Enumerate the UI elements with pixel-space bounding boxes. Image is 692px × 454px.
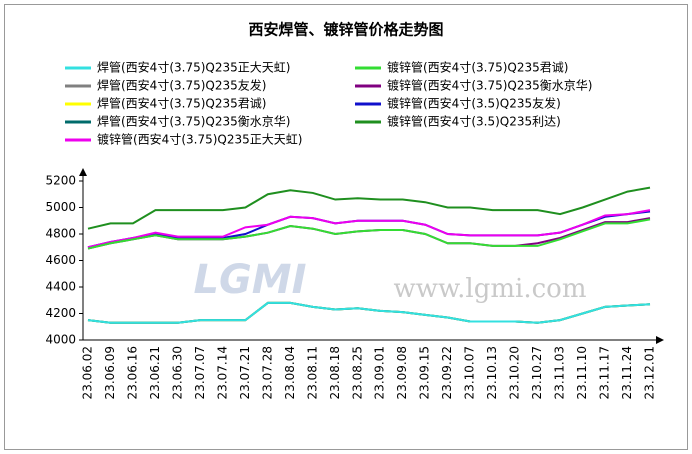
x-tick-label: 23.07.14 [215, 346, 229, 399]
x-tick-label: 23.10.20 [508, 346, 522, 399]
x-axis-arrow [656, 336, 664, 344]
x-tick-label: 23.08.25 [350, 346, 364, 399]
watermark: www.lgmi.com [393, 274, 586, 304]
y-tick-label: 5000 [45, 200, 76, 214]
x-tick-label: 23.11.03 [553, 346, 567, 399]
chart-title: 西安焊管、镀锌管价格走势图 [248, 21, 443, 39]
x-tick-label: 23.06.02 [81, 346, 95, 399]
logo: LGMI [193, 257, 306, 303]
legend-label: 镀锌管(西安4寸(3.75)Q235君诚) [387, 60, 568, 75]
series-line [87, 209, 651, 249]
y-tick-label: 4400 [45, 280, 76, 294]
series-line [87, 186, 651, 230]
x-tick-label: 23.06.09 [103, 346, 117, 399]
x-tick-label: 23.06.21 [148, 346, 162, 399]
x-tick-label: 23.07.07 [193, 346, 207, 399]
x-tick-label: 23.08.11 [305, 346, 319, 399]
x-tick-label: 23.10.27 [530, 346, 544, 399]
x-tick-label: 23.11.10 [575, 346, 589, 399]
y-axis-arrow [79, 168, 87, 176]
legend-label: 镀锌管(西安4寸(3.75)Q235衡水京华) [387, 78, 592, 93]
x-tick-label: 23.11.24 [620, 346, 634, 399]
x-tick-label: 23.09.08 [395, 346, 409, 399]
y-tick-label: 4600 [45, 253, 76, 267]
y-tick-label: 5200 [45, 174, 76, 188]
x-tick-label: 23.07.28 [260, 346, 274, 399]
x-tick-label: 23.11.17 [598, 346, 612, 399]
series-line [87, 218, 651, 250]
legend-label: 焊管(西安4寸(3.75)Q235正大天虹) [97, 60, 290, 75]
legend-label: 焊管(西安4寸(3.75)Q235友发) [97, 78, 266, 93]
x-tick-label: 23.09.01 [373, 346, 387, 399]
x-tick-label: 23.06.16 [125, 346, 139, 399]
legend-label: 镀锌管(西安4寸(3.5)Q235利达) [387, 114, 561, 129]
y-tick-label: 4200 [45, 306, 76, 320]
x-tick-label: 23.06.30 [170, 346, 184, 399]
x-tick-label: 23.07.21 [238, 346, 252, 399]
x-tick-label: 23.09.22 [440, 346, 454, 399]
series-line [87, 301, 651, 324]
legend-label: 焊管(西安4寸(3.75)Q235君诚) [97, 96, 266, 111]
x-tick-label: 23.08.04 [283, 346, 297, 399]
legend-label: 焊管(西安4寸(3.75)Q235衡水京华) [97, 114, 290, 129]
legend-label: 镀锌管(西安4寸(3.75)Q235正大天虹) [97, 132, 302, 147]
y-tick-label: 4000 [45, 333, 76, 347]
x-tick-label: 23.10.13 [485, 346, 499, 399]
y-tick-label: 4800 [45, 227, 76, 241]
x-tick-label: 23.09.15 [418, 346, 432, 399]
x-tick-label: 23.12.01 [643, 346, 657, 399]
x-tick-label: 23.10.07 [463, 346, 477, 399]
x-tick-label: 23.08.18 [328, 346, 342, 399]
legend-label: 镀锌管(西安4寸(3.5)Q235友发) [387, 96, 561, 111]
